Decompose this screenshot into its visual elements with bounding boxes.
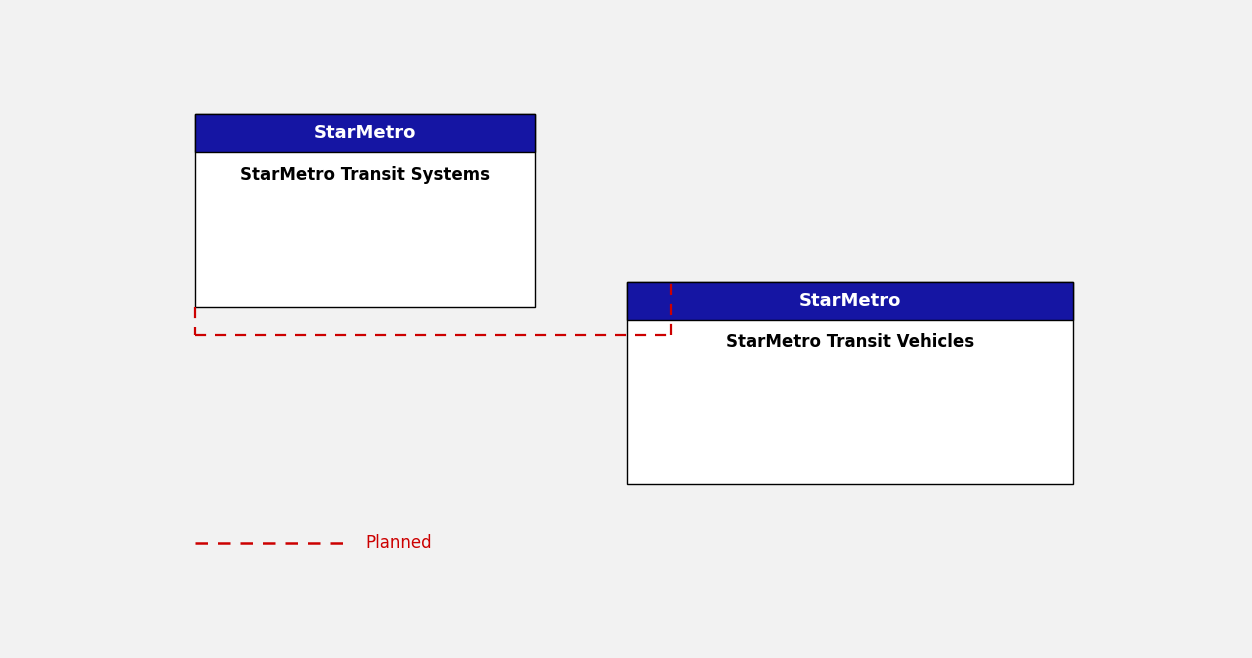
FancyBboxPatch shape	[195, 114, 535, 153]
Text: StarMetro: StarMetro	[799, 291, 901, 310]
Text: Planned: Planned	[366, 534, 432, 551]
FancyBboxPatch shape	[627, 282, 1073, 320]
Text: StarMetro Transit Vehicles: StarMetro Transit Vehicles	[726, 334, 974, 351]
FancyBboxPatch shape	[195, 114, 535, 307]
Text: StarMetro Transit Systems: StarMetro Transit Systems	[240, 166, 490, 184]
FancyBboxPatch shape	[627, 282, 1073, 484]
Text: StarMetro: StarMetro	[314, 124, 417, 142]
